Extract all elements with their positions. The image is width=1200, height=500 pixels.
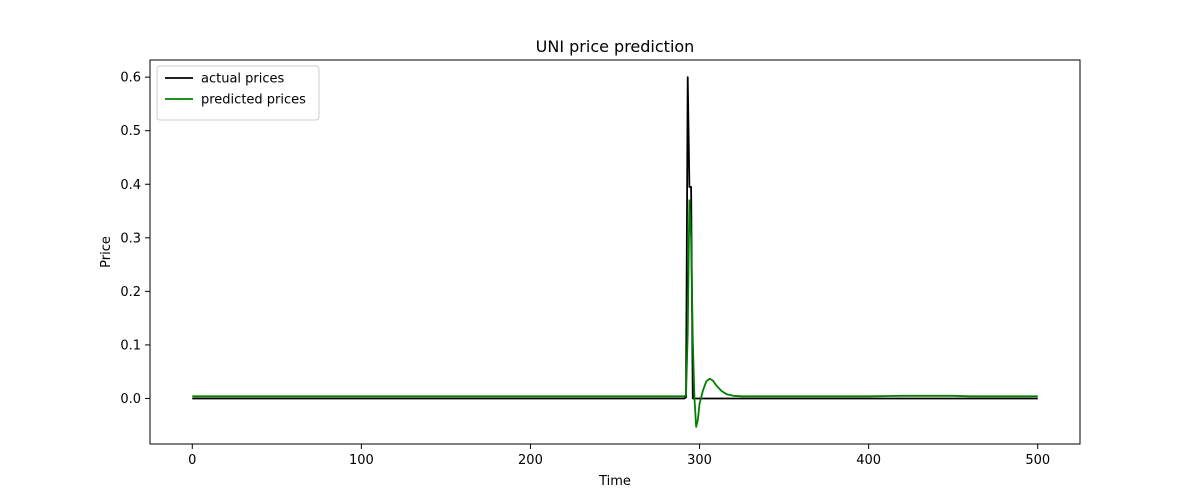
x-axis: 0 100 200 300 400 500 <box>188 444 1050 468</box>
y-tick-label: 0.1 <box>120 338 141 353</box>
plot-area <box>192 76 1038 428</box>
y-axis: 0.0 0.1 0.2 0.3 0.4 0.5 0.6 <box>120 71 150 407</box>
legend-box <box>156 65 320 121</box>
chart-title: UNI price prediction <box>536 37 695 56</box>
plot-frame <box>149 59 1081 445</box>
x-tick-label: 500 <box>1025 453 1050 468</box>
x-tick-label: 400 <box>856 453 881 468</box>
y-tick-label: 0.5 <box>120 124 141 139</box>
legend: actual prices predicted prices <box>156 65 320 121</box>
y-tick-label: 0.3 <box>120 231 141 246</box>
y-tick-label: 0.4 <box>120 178 141 193</box>
x-tick-label: 200 <box>518 453 543 468</box>
y-tick-label: 0.6 <box>120 71 141 86</box>
x-axis-label: Time <box>598 474 631 489</box>
legend-label: actual prices <box>201 72 285 87</box>
y-axis-label: Price <box>99 236 114 268</box>
y-tick-label: 0.0 <box>120 392 141 407</box>
legend-label: predicted prices <box>201 93 306 108</box>
series-line-predicted-prices <box>192 199 1038 428</box>
x-tick-label: 0 <box>188 453 196 468</box>
x-tick-label: 300 <box>687 453 712 468</box>
y-tick-label: 0.2 <box>120 285 141 300</box>
x-tick-label: 100 <box>349 453 374 468</box>
